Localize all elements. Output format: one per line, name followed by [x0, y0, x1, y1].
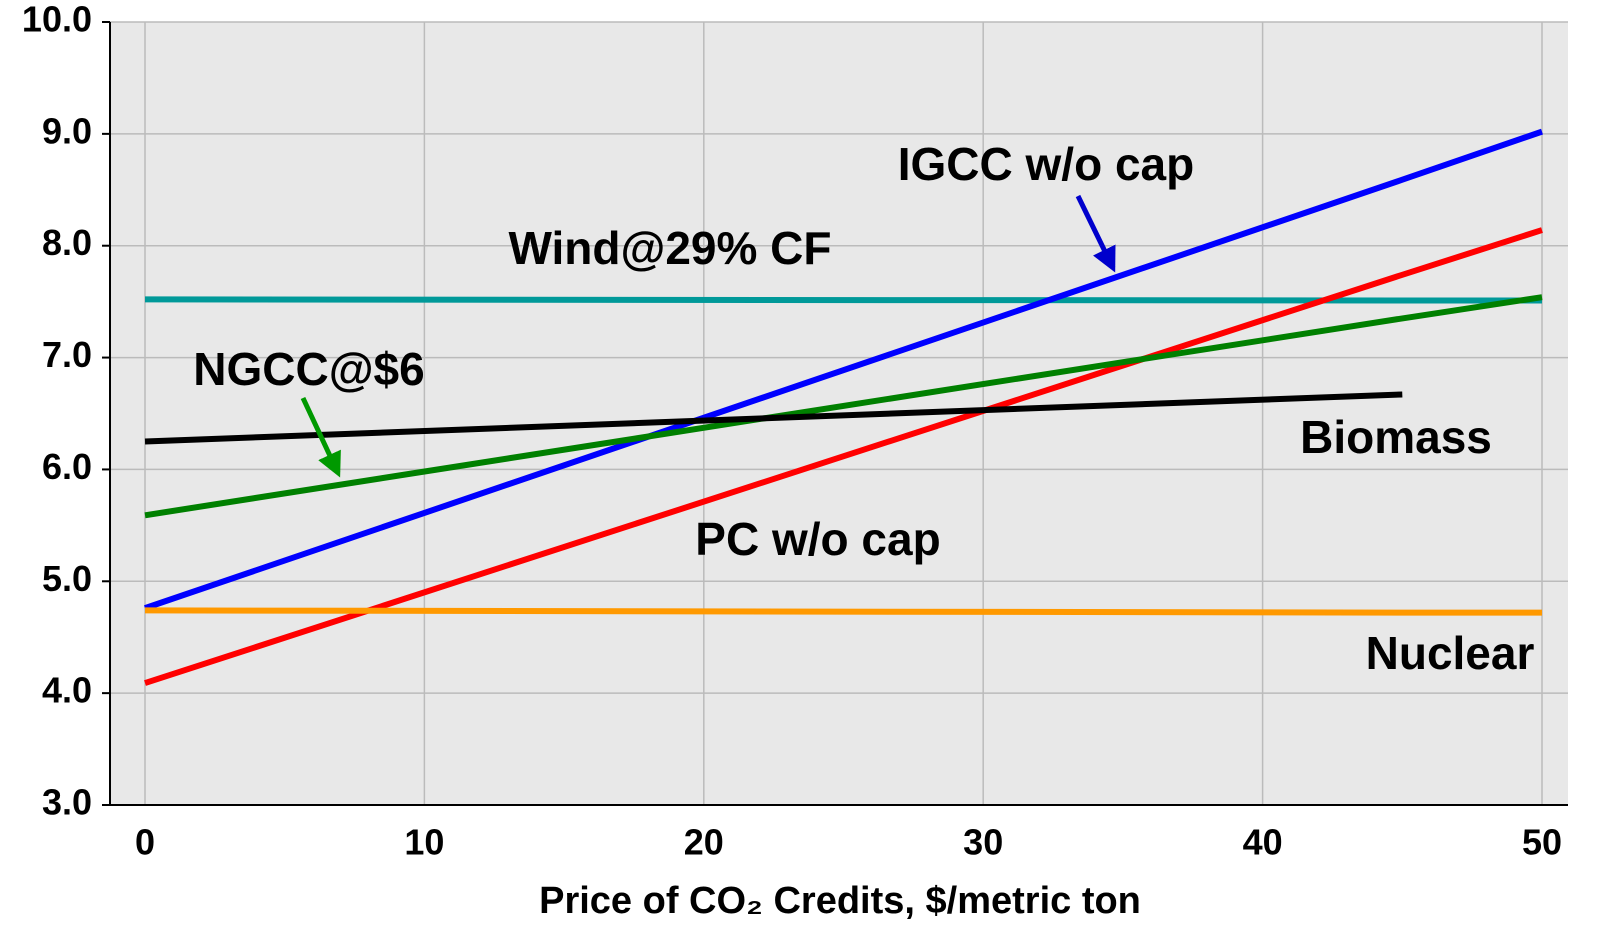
- x-tick-label: 40: [1243, 822, 1283, 863]
- series-line: [144, 227, 1543, 686]
- y-tick-label: 5.0: [42, 558, 92, 599]
- y-tick-label: 10.0: [22, 0, 92, 40]
- y-tick-label: 8.0: [42, 222, 92, 263]
- series-label: PC w/o cap: [695, 513, 940, 565]
- series-line: [144, 294, 1543, 519]
- x-tick-label: 10: [404, 822, 444, 863]
- series-line: [144, 391, 1403, 445]
- series-line: [144, 128, 1543, 611]
- series-line: [144, 296, 1542, 304]
- y-tick-label: 9.0: [42, 110, 92, 151]
- series-label: IGCC w/o cap: [898, 138, 1194, 190]
- y-tick-label: 3.0: [42, 782, 92, 823]
- x-tick-label: 30: [963, 822, 1003, 863]
- lines: [144, 128, 1543, 686]
- x-tick-label: 50: [1522, 822, 1562, 863]
- arrow: [1075, 194, 1116, 273]
- series-line: [144, 607, 1542, 616]
- y-tick-label: 7.0: [42, 334, 92, 375]
- grid: [110, 21, 1568, 806]
- y-tick-label: 6.0: [42, 446, 92, 487]
- series-label: NGCC@$6: [193, 343, 424, 395]
- arrow: [300, 396, 341, 478]
- x-tick-label: 20: [684, 822, 724, 863]
- series-label: Wind@29% CF: [508, 222, 831, 274]
- x-tick-label: 0: [135, 822, 155, 863]
- series-label: Biomass: [1300, 411, 1492, 463]
- x-axis-label: Price of CO₂ Credits, $/metric ton: [539, 880, 1141, 922]
- series-label: Nuclear: [1366, 627, 1535, 679]
- y-tick-label: 4.0: [42, 670, 92, 711]
